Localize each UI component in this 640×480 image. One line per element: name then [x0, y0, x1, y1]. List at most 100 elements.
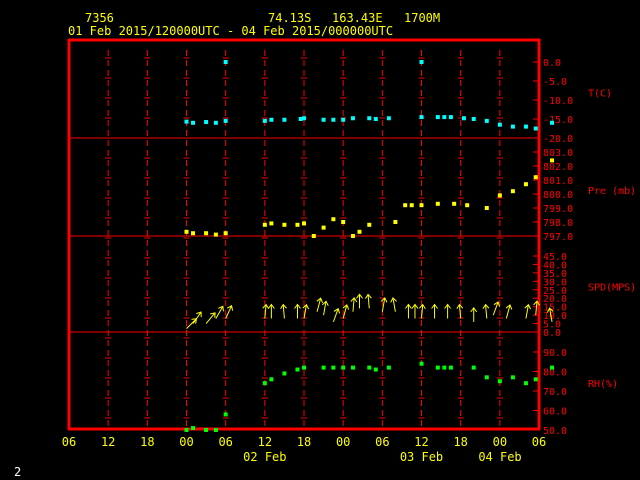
wind-arrow-shaft: [352, 297, 355, 312]
data-point: [184, 428, 189, 432]
data-point: [282, 222, 287, 227]
data-point: [191, 231, 196, 236]
wind-arrow: [205, 312, 216, 324]
x-axis: 06 12 18 00 06 12 18 00 06 12 18 00 06 02 Feb 03 Feb 04…: [62, 435, 546, 464]
data-point: [350, 116, 355, 121]
wind-arrow-head: [444, 303, 452, 309]
wind-arrow-head: [294, 303, 301, 309]
data-point: [367, 116, 372, 121]
wind-arrow-shaft: [323, 301, 327, 316]
wind-arrow-head: [267, 303, 275, 309]
wind-arrow: [470, 307, 478, 322]
panel-3: 90.0 80.0 70.0 60.0 50.0 RH(%): [184, 348, 618, 437]
wind-arrow-head: [546, 307, 554, 313]
data-point: [367, 222, 372, 227]
data-point: [269, 377, 274, 382]
data-point: [510, 375, 515, 380]
wind-arrow-head: [333, 307, 341, 314]
data-point: [298, 117, 303, 121]
x-tick-label: 12: [101, 435, 115, 449]
wind-arrow: [390, 297, 397, 312]
wind-arrow: [332, 307, 341, 323]
wind-arrow: [444, 303, 452, 319]
data-point: [409, 203, 414, 208]
wind-arrow-head: [196, 311, 202, 318]
wind-arrow: [482, 303, 490, 319]
wind-arrow-shaft: [192, 311, 202, 324]
data-point: [204, 231, 209, 236]
x-tick-label: 18: [297, 435, 311, 449]
wind-arrow: [215, 305, 224, 319]
data-point: [184, 119, 189, 124]
data-point: [533, 126, 538, 131]
x-day-label: 02 Feb: [243, 450, 286, 464]
data-point: [350, 365, 355, 370]
data-point: [373, 117, 378, 121]
y-tick-label: 5.0: [543, 320, 561, 331]
data-point: [302, 116, 306, 121]
grid-column: [144, 50, 151, 426]
y-tick-label: 0.0: [543, 58, 561, 69]
wind-arrow-head: [524, 303, 532, 310]
y-tick-label: -15.0: [543, 115, 573, 126]
panel-label: Pre (mb): [588, 186, 636, 197]
x-tick-label: 12: [414, 435, 428, 449]
y-tick-label: 800.0: [543, 190, 573, 201]
grid-column: [222, 50, 229, 426]
y-tick-label: 799.0: [543, 204, 573, 215]
plot-frame: [67, 38, 541, 431]
wind-arrow-shaft: [549, 307, 553, 322]
wind-arrow-shaft: [225, 305, 233, 319]
wind-arrow-head: [456, 303, 464, 310]
data-point: [341, 220, 346, 224]
y-tick-label: 797.0: [543, 232, 573, 243]
y-tick-label: 35.0: [543, 269, 567, 280]
data-point: [386, 116, 391, 121]
y-tick-label: 0.0: [543, 328, 561, 339]
data-point: [442, 115, 447, 120]
wind-arrow-head: [356, 293, 363, 299]
wind-arrow: [262, 303, 270, 319]
wind-arrow: [380, 297, 388, 312]
wind-arrow: [350, 296, 358, 312]
data-point: [321, 225, 326, 230]
wind-arrow-shaft: [392, 297, 396, 312]
data-point: [223, 231, 228, 236]
wind-arrow-shaft: [458, 304, 462, 319]
wind-arrow-head: [405, 303, 412, 309]
y-tick-label: -20.0: [543, 134, 573, 145]
data-point: [367, 365, 372, 370]
wind-arrow-head: [210, 312, 216, 318]
wind-arrow-shaft: [485, 304, 488, 319]
wind-arrow-head: [419, 303, 426, 310]
data-point: [550, 120, 555, 125]
wind-arrow-shaft: [282, 304, 285, 319]
data-point: [523, 381, 528, 386]
wind-arrow-shaft: [215, 306, 224, 319]
data-point: [448, 365, 453, 370]
panels: 0.0 -5.0 -10.0 -15.0 -20.0 T(C) 803.0 802.0 801.…: [184, 58, 636, 437]
wind-arrow-shaft: [381, 297, 386, 312]
wind-arrow-head: [350, 296, 358, 303]
x-tick-label: 06: [532, 435, 546, 449]
panel-2: 45.040.035.030.025.020.015.010.05.00.0 SP…: [186, 252, 636, 339]
data-point: [191, 120, 196, 125]
wind-arrow: [342, 304, 350, 319]
data-point: [269, 117, 274, 122]
y-tick-label: 90.0: [543, 348, 567, 359]
wind-arrow-shaft: [316, 298, 322, 312]
y-tick-label: 803.0: [543, 148, 573, 159]
data-point: [419, 203, 424, 208]
y-tick-label: 25.0: [543, 286, 567, 297]
grid: [69, 50, 539, 426]
grid-column: [457, 50, 464, 426]
wind-arrow-shaft: [303, 304, 307, 319]
y-tick-label: 80.0: [543, 368, 567, 379]
data-point: [471, 117, 476, 121]
wind-arrow: [405, 303, 412, 319]
y-tick-label: 802.0: [543, 162, 573, 173]
data-point: [223, 60, 228, 64]
data-point: [213, 120, 218, 125]
wind-arrow: [419, 303, 426, 319]
